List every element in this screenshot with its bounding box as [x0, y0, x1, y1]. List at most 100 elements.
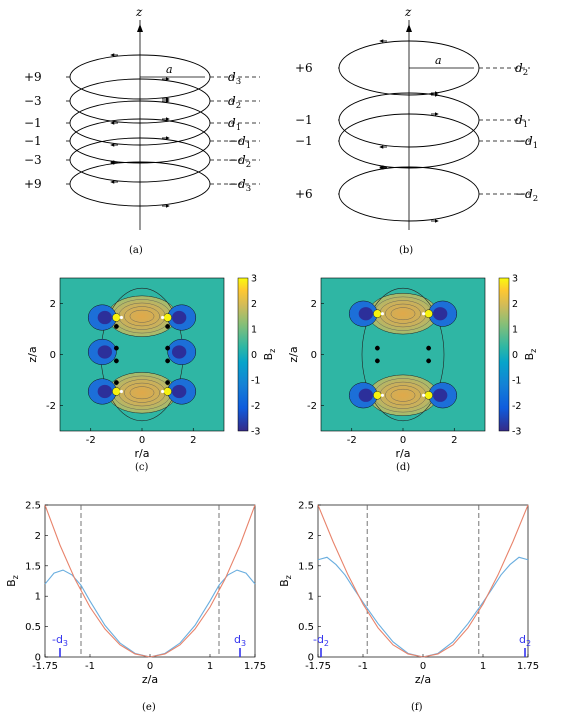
x-tick-label: 0	[400, 435, 406, 446]
y-tick-label: 1.5	[25, 561, 41, 572]
y-tick-label: 1	[308, 592, 314, 603]
contour-line	[124, 382, 160, 403]
y-tick-label: 0.5	[298, 622, 314, 633]
coil-cross-section	[161, 389, 165, 394]
loop-weight-label: +9	[24, 177, 42, 191]
panel-a-coil-diagram: z +9 d3 −3 d2 −1 d1 −1 −d1 −3 −d2 +9 −d3 a (a)	[24, 5, 260, 256]
y-tick-label: 2	[311, 299, 317, 310]
coil-cross-section	[374, 358, 380, 364]
x-tick-label: 2	[451, 435, 457, 446]
panel-e-line-chart: -1.75 -1 0 1 1.752.521.510.50z/aBz-d3 d3 (e)	[5, 501, 266, 714]
loop-weight-label: −1	[295, 134, 313, 148]
coil-cross-section	[113, 380, 119, 385]
loop-position-label: d1	[515, 113, 528, 130]
y-tick-label: 2.5	[298, 501, 314, 512]
panel-f-line-chart: -1.75 -1 0 1 1.752.521.510.50z/aBz-d2 d2 (f)	[278, 501, 539, 714]
contour-line	[385, 385, 421, 406]
negative-field-core	[171, 345, 187, 359]
coil-cross-section	[165, 345, 171, 351]
negative-field-core	[358, 388, 374, 402]
x-tick-label: 1	[207, 661, 213, 672]
x-tick-label: 1	[480, 661, 486, 672]
colorbar-tick-label: -1	[251, 376, 260, 387]
negative-field-core	[171, 384, 187, 399]
negative-field-core	[97, 384, 113, 399]
loop-weight-label: −1	[295, 113, 313, 127]
coil-cross-section	[373, 391, 382, 400]
coil-cross-section	[112, 387, 121, 396]
panel-b-caption: (b)	[399, 245, 413, 256]
loop-weight-label: +6	[295, 61, 313, 75]
y-tick-label: 2	[50, 299, 56, 310]
coil-cross-section	[426, 358, 432, 364]
colorbar-tick-label: -3	[251, 427, 260, 438]
y-tick-label: 0	[50, 350, 56, 361]
panel-a-caption: (a)	[129, 245, 143, 256]
negative-field-core	[432, 388, 448, 402]
coil-cross-section	[113, 358, 119, 364]
negative-field-core	[432, 307, 448, 321]
x-axis-label: r/a	[396, 447, 411, 460]
coil-cross-section	[163, 313, 172, 322]
loop-weight-label: +9	[24, 70, 42, 84]
negative-field-core	[97, 345, 113, 359]
colorbar-label: Bz	[262, 349, 277, 361]
y-tick-label: 0.5	[25, 622, 41, 633]
y-axis-label: Bz	[278, 575, 293, 587]
radius-label: a	[435, 54, 442, 67]
x-tick-label: -1	[358, 661, 368, 672]
y-tick-label: 0	[311, 350, 317, 361]
panel-c-caption: (c)	[135, 462, 149, 473]
x-tick-label: 1.75	[517, 661, 539, 672]
x-tick-label: 1.75	[244, 661, 266, 672]
coil-cross-section	[165, 358, 171, 364]
x-tick-label: 0	[147, 661, 153, 672]
panel-d-caption: (d)	[396, 462, 410, 473]
loop-weight-label: +6	[295, 187, 313, 201]
colorbar-tick-label: 1	[251, 325, 257, 336]
panel-c-contour-plot: -2 0 2 2 0 -2 r/a z/a 3 2 1 0 -1 -2 -3 Bz (c)	[26, 274, 277, 474]
colorbar-tick-label: 2	[251, 299, 257, 310]
x-tick-label: -2	[347, 435, 357, 446]
contour-line	[390, 388, 416, 402]
contour-line	[390, 307, 416, 321]
radius-label: a	[166, 63, 173, 76]
y-axis-label: z/a	[287, 346, 300, 362]
negative-field-core	[171, 310, 187, 325]
coil-cross-section	[165, 380, 171, 385]
x-tick-label: 2	[190, 435, 196, 446]
loop-weight-label: −1	[24, 134, 42, 148]
colorbar-tick-label: -2	[512, 401, 521, 412]
y-tick-label: 2.5	[25, 501, 41, 512]
y-axis-label: z/a	[26, 346, 39, 362]
coil-cross-section	[113, 324, 119, 329]
loop-weight-label: −3	[24, 153, 42, 167]
y-axis-label: Bz	[5, 575, 20, 587]
coil-cross-section	[422, 312, 426, 316]
loop-position-label: d1	[228, 116, 241, 133]
panel-b-coil-diagram: z +6 d2 −1 d1 −1 −d1 +6 −d2 a (b)	[295, 5, 538, 256]
coil-cross-section	[422, 393, 426, 397]
loop-position-label: d2	[515, 61, 528, 78]
right-d-marker-label: d3	[234, 633, 246, 648]
y-tick-label: 2	[35, 531, 41, 542]
y-tick-label: 0	[35, 653, 41, 664]
loop-position-label: d3	[228, 70, 241, 87]
colorbar	[237, 277, 249, 432]
plot-area	[44, 504, 256, 658]
coil-cross-section	[426, 345, 432, 351]
colorbar-tick-label: 2	[512, 299, 518, 310]
coil-cross-section	[119, 389, 123, 394]
loop-position-label: −d1	[228, 134, 251, 151]
colorbar	[498, 277, 510, 432]
contour-line	[129, 309, 155, 323]
coil-cross-section	[119, 315, 123, 320]
coil-cross-section	[163, 387, 172, 396]
z-axis-label: z	[135, 5, 143, 19]
loop-position-label: d2	[228, 94, 241, 111]
contour-line	[129, 386, 155, 400]
coil-cross-section	[374, 345, 380, 351]
x-tick-label: -1.75	[305, 661, 331, 672]
y-tick-label: 2	[308, 531, 314, 542]
